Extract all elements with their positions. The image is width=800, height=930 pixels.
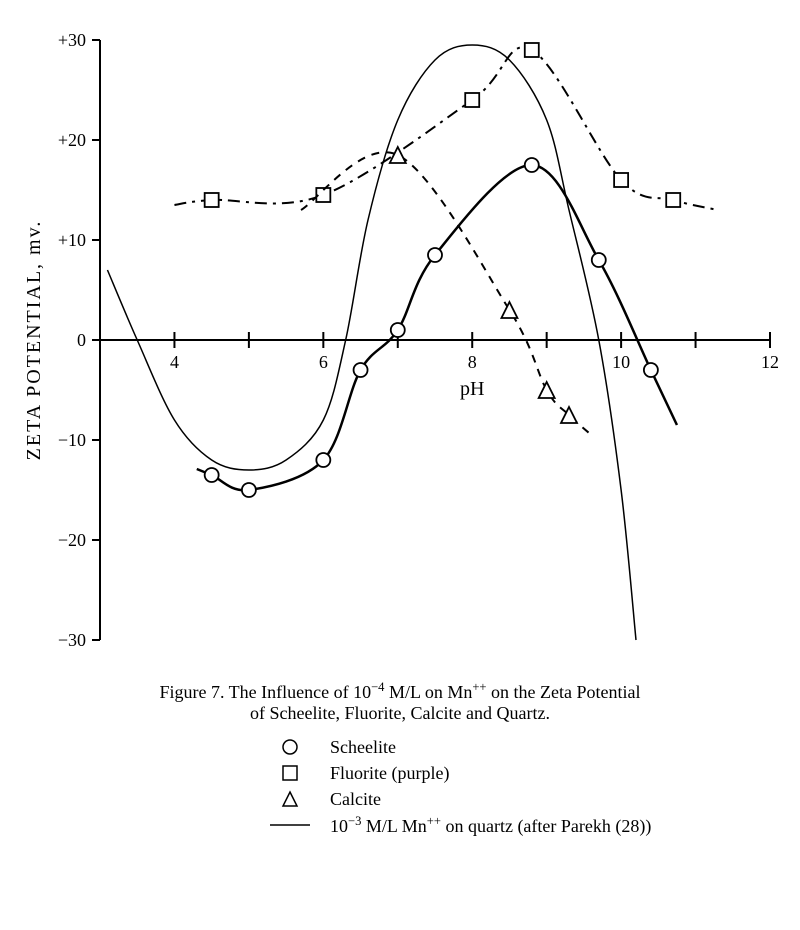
figure-caption: Figure 7. The Influence of 10−4 M/L on M… <box>0 680 800 724</box>
legend-label-quartz: 10−3 M/L Mn++ on quartz (after Parekh (2… <box>320 814 651 837</box>
legend-label: Calcite <box>320 789 381 810</box>
zeta-potential-chart: −30 −20 −10 0 +10 +20 +30 4 6 8 10 12 pH ZETA POTENTI… <box>0 0 800 680</box>
chart-container: −30 −20 −10 0 +10 +20 +30 4 6 8 10 12 pH ZETA POTENTI… <box>0 0 800 930</box>
svg-text:10: 10 <box>612 352 630 372</box>
legend-label: Fluorite (purple) <box>320 763 449 784</box>
legend-row-scheelite: Scheelite <box>260 734 800 760</box>
svg-text:−20: −20 <box>58 530 86 550</box>
svg-text:ZETA POTENTIAL, mv.: ZETA POTENTIAL, mv. <box>23 220 45 461</box>
legend-row-fluorite: Fluorite (purple) <box>260 760 800 786</box>
svg-text:+10: +10 <box>58 230 86 250</box>
caption-text: Figure 7. The Influence of 10−4 M/L on M… <box>159 682 640 702</box>
svg-text:4: 4 <box>170 352 179 372</box>
legend-label: Scheelite <box>320 737 396 758</box>
svg-text:6: 6 <box>319 352 328 372</box>
svg-text:12: 12 <box>761 352 779 372</box>
svg-text:0: 0 <box>77 330 86 350</box>
legend-row-quartz: 10−3 M/L Mn++ on quartz (after Parekh (2… <box>260 812 800 838</box>
svg-text:8: 8 <box>468 352 477 372</box>
circle-icon <box>260 738 320 756</box>
svg-text:+30: +30 <box>58 30 86 50</box>
line-icon <box>260 816 320 834</box>
svg-text:−10: −10 <box>58 430 86 450</box>
svg-text:pH: pH <box>460 378 484 400</box>
legend: Scheelite Fluorite (purple) Calcite 10−3… <box>0 734 800 838</box>
caption-line2: of Scheelite, Fluorite, Calcite and Quar… <box>250 703 550 723</box>
svg-text:−30: −30 <box>58 630 86 650</box>
triangle-icon <box>260 790 320 808</box>
square-icon <box>260 764 320 782</box>
svg-text:+20: +20 <box>58 130 86 150</box>
legend-row-calcite: Calcite <box>260 786 800 812</box>
